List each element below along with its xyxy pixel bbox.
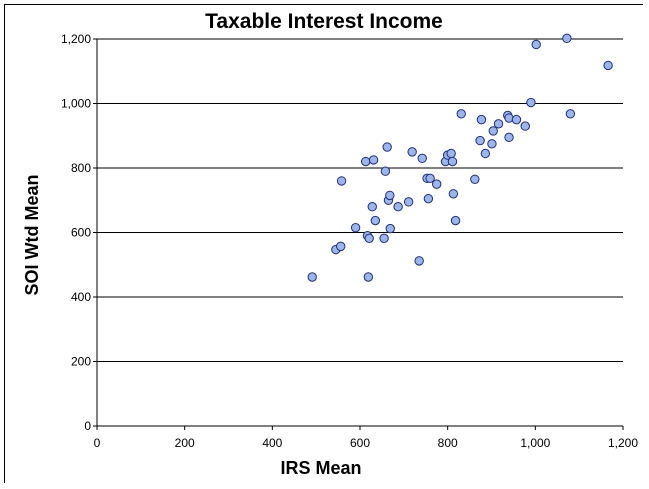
y-tick-label: 0 [84,419,91,433]
chart-title: Taxable Interest Income [205,10,443,33]
data-point [425,173,435,184]
data-point [511,114,522,125]
y-tick-label: 1,200 [61,32,91,46]
data-point [382,142,392,152]
grid-lines [97,38,623,362]
y-tick-labels: 0 200 400 600 800 1,000 1,200 [61,32,91,433]
data-point [380,166,391,176]
x-tick-label: 800 [438,436,458,450]
x-tick-labels: 0 200 400 600 800 1,000 1,200 [94,436,639,450]
data-point [476,114,487,125]
data-point [446,148,456,159]
data-point [417,153,427,164]
data-point [385,190,395,201]
data-point [432,179,442,189]
data-point [480,148,491,159]
y-axis-label: SOI Wtd Mean [22,175,42,296]
data-point [307,272,317,282]
data-point [370,215,381,226]
data-point [379,233,389,244]
data-point [565,109,576,119]
data-point [493,119,504,129]
axes [93,38,624,430]
data-point [475,135,485,146]
data-point [367,202,377,212]
scatter-chart: Taxable Interest Income 0 200 400 600 800 1,0… [5,5,644,484]
data-point [520,121,530,131]
x-axis-label: IRS Mean [280,458,361,478]
x-tick-label: 1,000 [520,436,550,450]
data-point [350,222,361,233]
data-point [504,132,514,143]
data-point [403,197,414,207]
chart-frame: Taxable Interest Income 0 200 400 600 800 1,0… [4,4,644,484]
data-points [307,33,613,282]
y-tick-label: 600 [71,226,91,240]
data-point [448,189,459,199]
data-point [488,126,498,136]
data-point [456,109,466,119]
data-point [393,202,403,212]
chart-background [5,5,644,484]
data-point [414,256,424,266]
data-point [531,39,541,50]
x-tick-label: 200 [175,436,195,450]
x-tick-label: 0 [94,436,101,450]
data-point [450,215,461,226]
y-tick-label: 400 [71,290,91,304]
data-point [360,156,371,167]
data-point [470,174,480,184]
data-point [385,223,395,234]
y-tick-label: 1,000 [61,97,91,111]
data-point [364,233,374,244]
data-point [526,97,536,108]
data-point [504,113,514,123]
y-tick-label: 200 [71,355,91,369]
data-point [603,60,613,71]
data-point [368,155,379,165]
x-tick-label: 600 [350,436,370,450]
data-point [487,139,497,149]
data-point [363,272,374,282]
data-point [336,176,347,186]
x-tick-label: 1,200 [608,436,638,450]
data-point [423,193,434,204]
data-point [407,147,417,157]
data-point [447,156,458,167]
data-point [336,241,346,252]
data-point [562,33,572,44]
x-tick-label: 400 [262,436,282,450]
y-tick-label: 800 [71,161,91,175]
